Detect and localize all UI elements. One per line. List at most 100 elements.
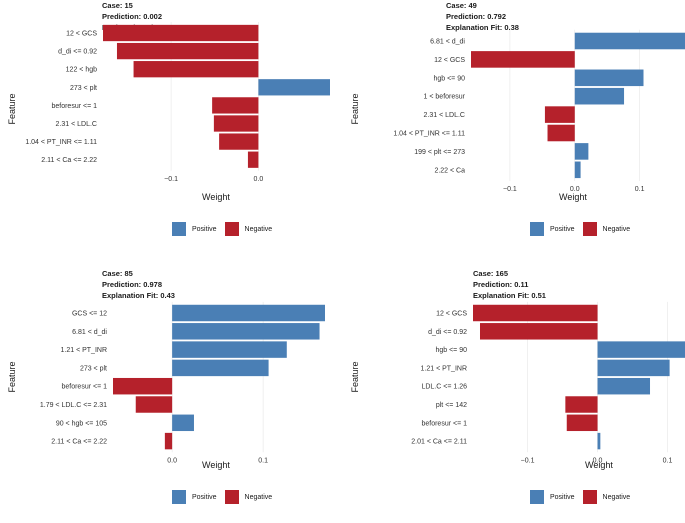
bar [135,396,173,413]
x-axis-label: Weight [202,192,230,202]
x-tick-label: 0.1 [663,457,673,464]
feature-tick-label: plt <= 142 [436,402,467,409]
bar-chart: 12 < GCS d_di <= 0.92 122 < hgb 273 < plt be… [25,21,330,183]
case-label: Case: 15 [102,1,133,10]
feature-tick-label: 273 < plt [70,85,97,92]
feature-tick-label: 12 < GCS [434,57,465,64]
x-axis-label: Weight [585,460,613,470]
bar [574,87,625,105]
feature-tick-label: hgb <= 90 [435,347,467,354]
feature-tick-label: 2.11 < Ca <= 2.22 [51,439,107,446]
feature-tick-label: 122 < hgb [66,67,97,74]
feature-tick-label: GCS <= 12 [72,311,107,318]
feature-tick-label: 1 < beforesur [424,94,466,101]
feature-tick-label: LDL.C <= 1.26 [421,384,467,391]
legend: Positive Negative [530,222,638,236]
legend-negative-swatch [224,490,239,504]
x-tick-label: 0.1 [258,457,268,464]
legend-positive-text: Positive [192,225,217,233]
feature-tick-label: 1.04 < PT_INR <= 1.11 [393,131,465,138]
feature-tick-label: 1.21 < PT_INR [421,365,468,372]
bar [103,24,259,42]
feature-tick-label: d_di <= 0.92 [428,329,467,336]
feature-tick-label: 1.79 < LDL.C <= 2.31 [40,402,107,409]
explanation-fit-label: Explanation Fit: 0.43 [102,291,175,300]
case-header: Case: 85 Prediction: 0.978 Explanation F… [102,268,175,301]
legend-positive-swatch [530,490,544,504]
bar [574,161,581,179]
bar [258,79,330,96]
bar [116,42,259,60]
bar [172,341,287,358]
legend: Positive Negative [172,490,280,504]
x-tick-label: −0.1 [503,186,517,193]
feature-tick-label: beforesur <= 1 [421,420,467,427]
feature-tick-label: 2.11 < Ca <= 2.22 [41,157,97,164]
feature-tick-label: 90 < hgb <= 105 [56,420,107,427]
legend-positive: Positive [530,222,575,236]
case-header: Case: 49 Prediction: 0.792 Explanation F… [446,0,519,33]
bar-chart: GCS <= 12 6.81 < d_di 1.21 < PT_INR 273 < p… [40,301,325,464]
bar [565,396,598,413]
feature-tick-label: hgb <= 90 [433,75,465,82]
legend-positive-text: Positive [192,493,217,501]
bar [566,414,598,432]
x-axis-label: Weight [202,460,230,470]
legend-positive-swatch [530,222,544,236]
bar [473,304,598,322]
legend-positive-swatch [172,490,186,504]
legend-positive-swatch [172,222,186,236]
x-tick-label: 0.0 [167,457,177,464]
panel-case-85: Case: 85 Prediction: 0.978 Explanation F… [0,268,342,523]
bar [172,414,194,432]
feature-tick-label: 6.81 < d_di [72,329,107,336]
feature-tick-label: 199 < plt <= 273 [414,149,465,156]
feature-tick-label: 2.31 < LDL.C [424,112,465,119]
feature-tick-label: 1.21 < PT_INR [61,347,108,354]
legend-negative: Negative [582,222,630,236]
feature-tick-label: 6.81 < d_di [430,39,465,46]
bar [213,115,259,132]
prediction-label: Prediction: 0.978 [102,280,163,289]
x-tick-label: 0.0 [570,186,580,193]
bar [172,304,325,322]
bar [479,323,598,340]
bar [219,133,259,150]
legend-negative-swatch [224,222,239,236]
feature-tick-label: 273 < plt [80,365,107,372]
feature-tick-label: 2.01 < Ca <= 2.11 [411,439,467,446]
feature-tick-label: 1.04 < PT_INR <= 1.11 [25,139,97,146]
bar [574,32,685,50]
x-tick-label: 0.0 [254,176,264,183]
bar [471,51,575,68]
legend-negative-text: Negative [244,225,273,233]
legend-positive: Positive [530,490,575,504]
feature-tick-label: beforesur <= 1 [61,384,107,391]
bar [597,432,601,450]
bar [172,359,269,377]
x-tick-label: −0.1 [521,457,535,464]
bar [597,359,670,377]
panel-case-165: Case: 165 Prediction: 0.11 Explanation F… [343,268,685,523]
feature-tick-label: beforesur <= 1 [51,103,97,110]
prediction-label: Prediction: 0.792 [446,12,507,21]
explanation-fit-label: Explanation Fit: 0.51 [473,291,546,300]
feature-tick-label: 2.22 < Ca [434,167,465,174]
legend-negative: Negative [224,222,273,236]
legend-positive: Positive [172,490,217,504]
x-axis-label: Weight [559,192,587,202]
feature-tick-label: 12 < GCS [436,311,467,318]
prediction-label: Prediction: 0.002 [102,12,163,21]
bar [164,432,173,450]
case-header: Case: 165 Prediction: 0.11 Explanation F… [473,268,546,301]
legend-negative: Negative [224,490,273,504]
bar [574,69,644,87]
bar [597,341,685,358]
bar [172,323,320,340]
bar [212,97,259,114]
legend-negative-text: Negative [244,493,273,501]
legend: Positive Negative [530,490,638,504]
bar [544,106,575,123]
x-tick-label: 0.0 [593,457,603,464]
bar [547,124,575,142]
